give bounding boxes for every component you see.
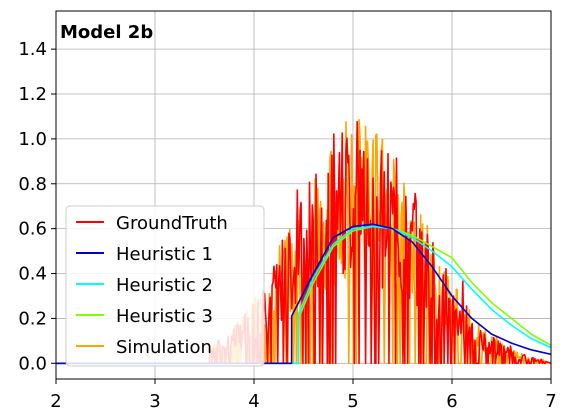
y-tick-label: 0.6 (18, 219, 47, 240)
x-tick-label: 6 (446, 391, 457, 412)
y-tick-label: 0.0 (18, 353, 47, 374)
legend-label: Heuristic 1 (116, 244, 213, 265)
legend-label: Heuristic 2 (116, 275, 213, 296)
x-tick-label: 5 (347, 391, 358, 412)
legend-label: Simulation (116, 337, 212, 358)
y-tick-label: 1.0 (18, 129, 47, 150)
legend-label: GroundTruth (116, 213, 228, 234)
x-tick-label: 7 (545, 391, 556, 412)
series-line-simulation (56, 118, 551, 365)
axis-ticks: 2 3 4 5 6 7 0.0 0.2 0.4 0.6 0.8 1.0 1.2 1.4 (18, 39, 556, 412)
y-tick-label: 1.4 (18, 39, 47, 60)
x-tick-label: 3 (149, 391, 160, 412)
y-tick-label: 0.4 (18, 264, 47, 285)
legend-box (65, 205, 265, 367)
series-line-heuristic-3 (56, 225, 551, 365)
y-tick-label: 0.2 (18, 308, 47, 329)
series-line-heuristic-1 (56, 223, 551, 365)
legend-label: Heuristic 3 (116, 306, 213, 327)
legend: GroundTruth Heuristic 1 Heuristic 2 Heurist… (65, 205, 265, 367)
y-tick-label: 1.2 (18, 84, 47, 105)
chart-title: Model 2b (60, 22, 153, 43)
x-tick-label: 2 (50, 391, 61, 412)
y-tick-label: 0.8 (18, 174, 47, 195)
x-tick-label: 4 (248, 391, 259, 412)
plot-frame (55, 10, 552, 380)
series-line-heuristic-2 (56, 225, 551, 365)
